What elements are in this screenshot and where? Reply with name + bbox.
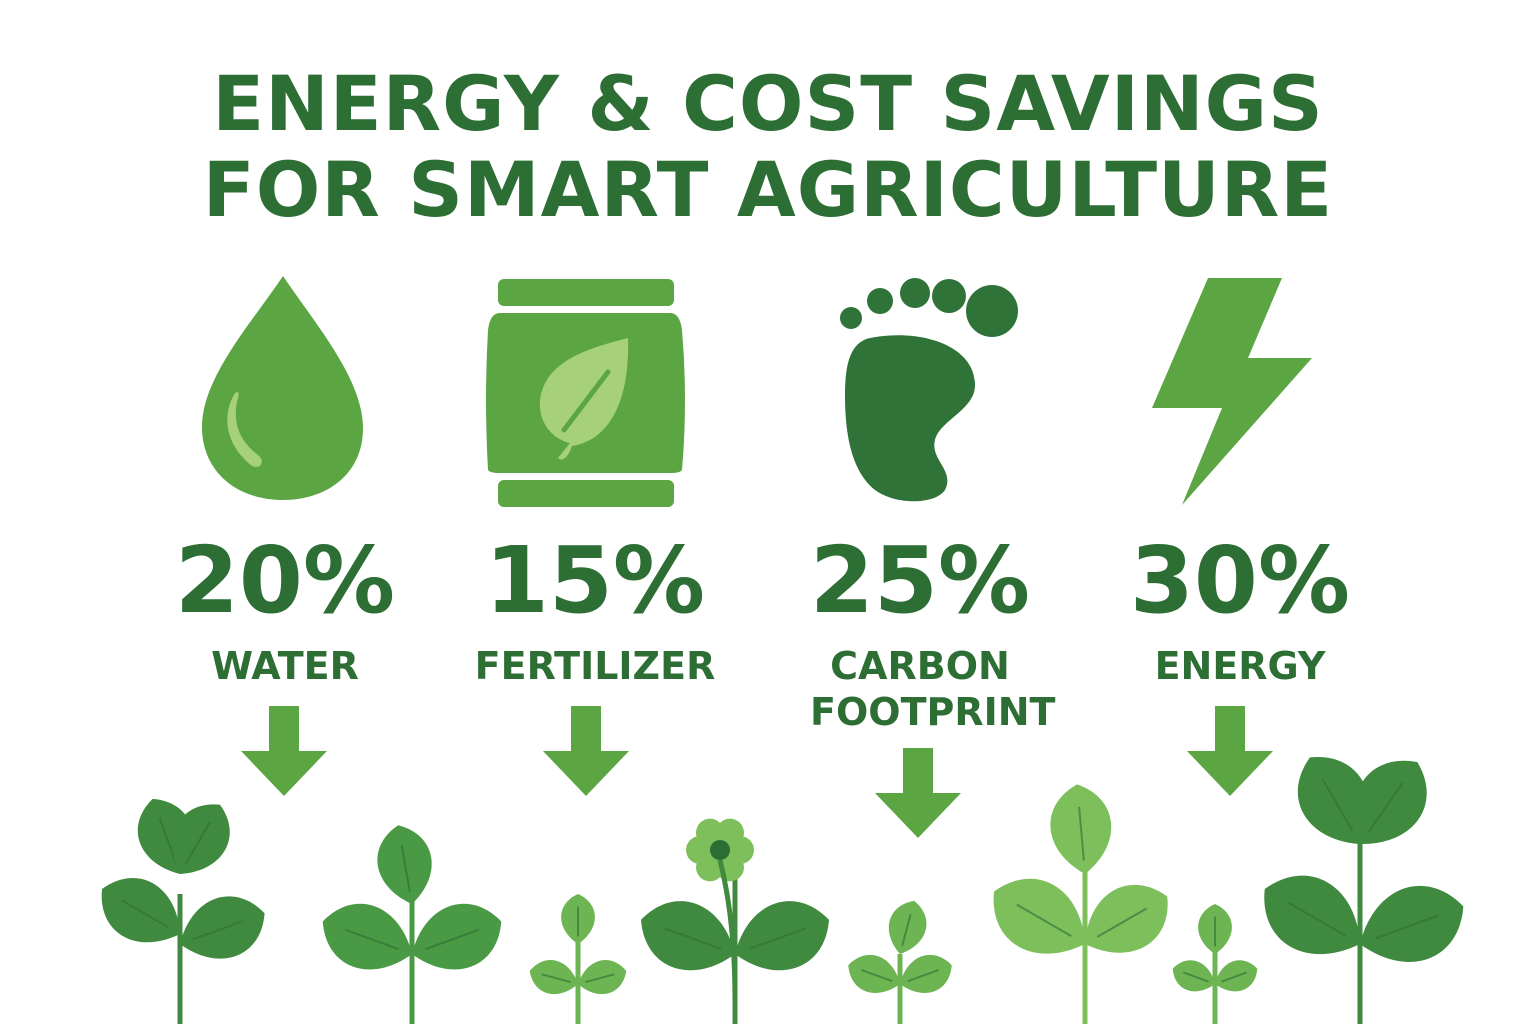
plant (101, 798, 265, 1024)
leaf (101, 878, 180, 943)
metric-value: 25% (809, 527, 1031, 634)
plant (848, 900, 952, 1024)
fertilizer-bag-icon (486, 279, 685, 507)
metric-value: 30% (1129, 527, 1351, 634)
leaf (993, 878, 1085, 954)
metric-value: 20% (174, 527, 396, 634)
leaf (641, 901, 735, 971)
leaf (1297, 757, 1370, 844)
plant (1172, 904, 1258, 1024)
leaf (1360, 885, 1464, 962)
plant (529, 894, 627, 1024)
water-drop-icon (201, 276, 364, 500)
metric-label: WATER (211, 644, 359, 688)
metric-value: 15% (484, 527, 706, 634)
down-arrow-icon (1187, 706, 1273, 796)
metric-label: CARBON FOOTPRINT (810, 644, 1056, 734)
plant (322, 825, 502, 1024)
flower (686, 818, 754, 1001)
down-arrow-icon (875, 748, 961, 838)
plant (1264, 757, 1464, 1024)
leaf (1264, 875, 1360, 954)
lightning-bolt-icon (1152, 278, 1312, 505)
leaf (735, 901, 829, 971)
down-arrow-icon (241, 706, 327, 796)
leaf (412, 903, 502, 970)
title-line-2: FOR SMART AGRICULTURE (202, 145, 1334, 234)
down-arrow-icon (543, 706, 629, 796)
plant (993, 784, 1168, 1024)
footprint-icon (840, 278, 1018, 502)
metric-label: ENERGY (1154, 644, 1326, 688)
leaf (1085, 884, 1168, 953)
title-line-1: ENERGY & COST SAVINGS (212, 59, 1324, 148)
metric-label: FERTILIZER (474, 644, 716, 688)
leaf (322, 903, 412, 970)
